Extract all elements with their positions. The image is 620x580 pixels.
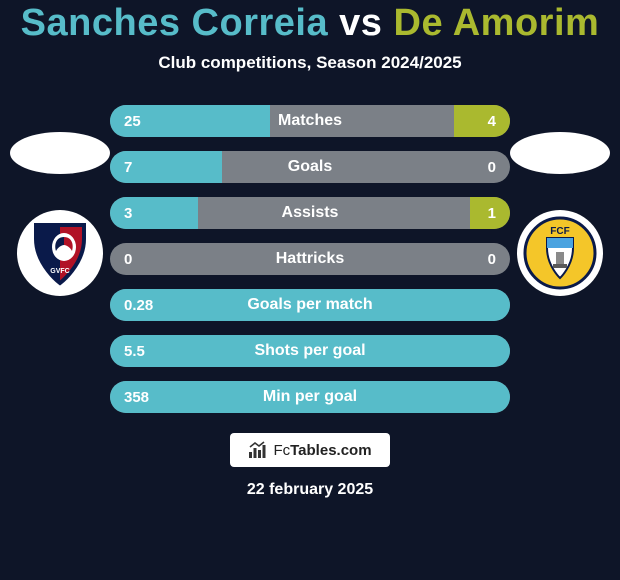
page-title: Sanches Correia vs De Amorim — [21, 2, 600, 45]
club-right-badge: FCF — [517, 210, 603, 296]
club-left-icon: GVFC — [24, 217, 96, 289]
stat-value-right: 0 — [430, 159, 510, 176]
stat-label: Shots per goal — [190, 342, 430, 360]
stat-value-left: 0.28 — [110, 297, 190, 314]
svg-text:GVFC: GVFC — [50, 268, 69, 275]
title-player1: Sanches Correia — [21, 2, 328, 44]
stat-label: Goals — [190, 158, 430, 176]
footer-brand-badge: FcTables.com — [230, 433, 390, 467]
brand-suffix: Tables.com — [290, 442, 371, 459]
player-right-avatar-placeholder — [510, 132, 610, 174]
stat-label: Goals per match — [190, 296, 430, 314]
stat-value-left: 3 — [110, 205, 190, 222]
stat-value-right: 0 — [430, 251, 510, 268]
stat-value-right: 1 — [430, 205, 510, 222]
title-vs: vs — [339, 2, 382, 44]
stat-label: Assists — [190, 204, 430, 222]
club-right-icon: FCF — [523, 216, 597, 290]
stat-row: 0.28Goals per match — [110, 289, 510, 321]
footer-brand-text: FcTables.com — [273, 442, 371, 459]
date: 22 february 2025 — [247, 481, 373, 499]
stat-value-left: 7 — [110, 159, 190, 176]
club-left-badge: GVFC — [17, 210, 103, 296]
chart-icon — [248, 441, 268, 459]
stat-value-left: 5.5 — [110, 343, 190, 360]
stat-row: 0Hattricks0 — [110, 243, 510, 275]
stat-row: 5.5Shots per goal — [110, 335, 510, 367]
stat-row: 358Min per goal — [110, 381, 510, 413]
stat-label: Matches — [190, 112, 430, 130]
stat-row: 25Matches4 — [110, 105, 510, 137]
stat-label: Min per goal — [190, 388, 430, 406]
stat-value-right: 4 — [430, 113, 510, 130]
player-right-slot: FCF — [510, 132, 610, 296]
svg-text:FCF: FCF — [550, 226, 569, 237]
stat-value-left: 25 — [110, 113, 190, 130]
title-player2: De Amorim — [394, 2, 600, 44]
stats-container: 25Matches47Goals03Assists10Hattricks00.2… — [110, 105, 510, 413]
stat-row: 3Assists1 — [110, 197, 510, 229]
player-left-avatar-placeholder — [10, 132, 110, 174]
subtitle: Club competitions, Season 2024/2025 — [158, 53, 461, 73]
stat-value-left: 358 — [110, 389, 190, 406]
stat-value-left: 0 — [110, 251, 190, 268]
stat-label: Hattricks — [190, 250, 430, 268]
stat-row: 7Goals0 — [110, 151, 510, 183]
player-left-slot: GVFC — [10, 132, 110, 296]
brand-prefix: Fc — [273, 442, 290, 459]
